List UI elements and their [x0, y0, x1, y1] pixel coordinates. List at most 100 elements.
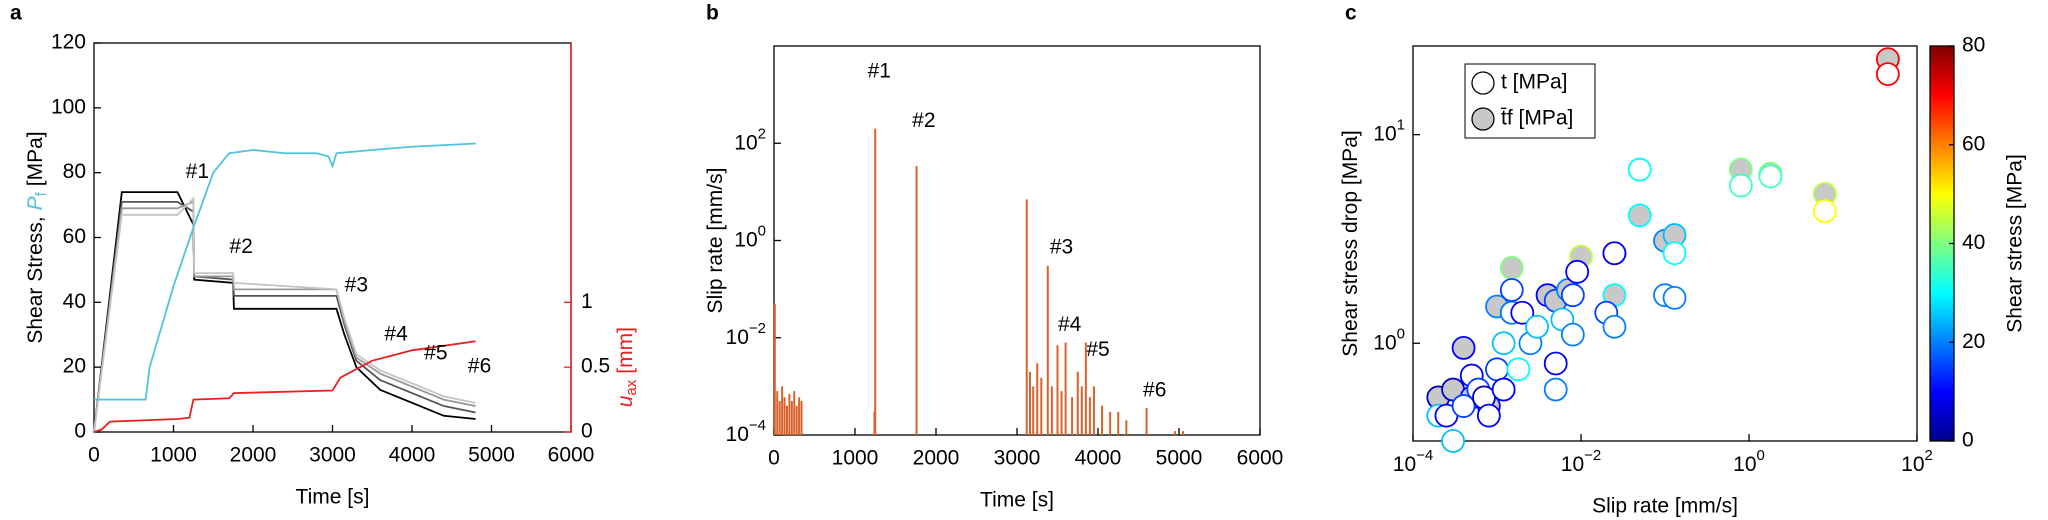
- y2-tick-label: 0: [581, 420, 593, 443]
- y-label-unit: [MPa]: [24, 131, 47, 186]
- annotation: #3: [1050, 236, 1073, 259]
- panel-label: b: [706, 2, 719, 25]
- y-tick-label: 101: [1373, 117, 1405, 146]
- scatter-point: [1543, 351, 1568, 376]
- tick-base: 10: [1733, 453, 1756, 476]
- plot-frame: [93, 42, 572, 433]
- y-tick-label: 100: [1373, 325, 1405, 354]
- y-tick-label: 20: [63, 355, 86, 378]
- annotation: #4: [384, 322, 408, 345]
- x-tick-label: 1000: [150, 444, 197, 467]
- tick-base: 10: [726, 423, 749, 446]
- annotation: #3: [345, 274, 368, 297]
- y-tick-label: 0: [74, 420, 86, 443]
- scatter-point: [1491, 331, 1516, 356]
- legend-label: t [MPa]: [1501, 71, 1568, 94]
- y-tick-label: 100: [51, 95, 86, 118]
- y-axis-label: Shear Stress, Pf [MPa]: [24, 131, 50, 343]
- scatter-point: [1812, 199, 1837, 224]
- tick-power: 1: [1397, 117, 1405, 134]
- annotation: #2: [912, 109, 935, 132]
- scatter-point: [1543, 377, 1568, 402]
- scatter-point: [1758, 164, 1783, 189]
- scatter-point: [1506, 357, 1531, 382]
- plot-frame: [773, 45, 1261, 436]
- tick-base: 10: [1901, 453, 1924, 476]
- series-line: [93, 200, 476, 433]
- y2-label-symbol: u: [614, 395, 637, 407]
- x-axis-label: Time [s]: [980, 489, 1054, 512]
- y-label-text: Slip rate [mm/s]: [704, 168, 727, 314]
- scatter-point: [1560, 283, 1585, 308]
- panel: b0 1000 2000 3000 4000 5000 600010−410−2100102…: [704, 2, 1284, 512]
- scatter-point: [1510, 300, 1535, 325]
- panel: a0 1000 2000 3000 4000 5000 600002040608010012…: [10, 2, 640, 509]
- scatter-point: [1728, 173, 1753, 198]
- scatter-point: [1662, 285, 1687, 310]
- y-label-subscript: f: [33, 191, 50, 196]
- x-tick-label: 0: [88, 444, 100, 467]
- y-tick-label: 120: [51, 31, 86, 54]
- y-tick-label: 40: [63, 290, 86, 313]
- y-tick-label: 10−4: [726, 417, 766, 446]
- x-tick-label: 2000: [230, 444, 277, 467]
- y2-axis-label: uax [mm]: [614, 327, 640, 407]
- x-tick-label: 102: [1901, 447, 1933, 476]
- scatter-point: [1875, 62, 1900, 87]
- y2-tick-label: 0.5: [581, 355, 610, 378]
- scatter-point: [1491, 377, 1516, 402]
- legend-label: t̄f [MPa]: [1501, 107, 1574, 130]
- y-tick-label: 80: [63, 160, 86, 183]
- annotation: #4: [1058, 313, 1082, 336]
- x-tick-label: 1000: [832, 447, 879, 470]
- scatter-point: [1565, 259, 1590, 284]
- tick-base: 10: [1373, 122, 1396, 145]
- scatter-point: [1662, 241, 1687, 266]
- tick-power: 0: [1397, 325, 1405, 342]
- x-tick-label: 0: [768, 447, 780, 470]
- annotation: #6: [1143, 379, 1166, 402]
- colorbar-tick-label: 20: [1962, 330, 1985, 353]
- tick-power: 0: [758, 222, 766, 239]
- tick-power: 2: [1925, 447, 1933, 464]
- tick-power: 2: [758, 125, 766, 142]
- y2-label-subscript: ax: [623, 379, 640, 395]
- x-tick-label: 3000: [309, 444, 356, 467]
- x-tick-label: 10−4: [1393, 447, 1433, 476]
- scatter-point: [1602, 241, 1627, 266]
- x-tick-label: 3000: [994, 447, 1041, 470]
- x-axis-label: Time [s]: [296, 486, 370, 509]
- annotation: #1: [186, 160, 209, 183]
- tick-power: −4: [749, 417, 766, 434]
- panel-label: a: [10, 2, 22, 25]
- tick-base: 10: [1393, 453, 1416, 476]
- scatter-point: [1441, 429, 1465, 453]
- x-tick-label: 100: [1733, 447, 1765, 476]
- annotation: #5: [424, 342, 447, 365]
- y-tick-label: 100: [734, 222, 766, 251]
- tick-power: −2: [749, 320, 766, 337]
- y-tick-label: 102: [734, 125, 766, 154]
- y-tick-label: 60: [63, 225, 86, 248]
- x-tick-label: 4000: [1075, 447, 1122, 470]
- scatter-point: [1627, 157, 1652, 182]
- series-line: [93, 191, 476, 433]
- series-line: [93, 340, 476, 433]
- x-tick-label: 2000: [913, 447, 960, 470]
- tick-power: −2: [1584, 447, 1601, 464]
- scatter-point: [1499, 278, 1524, 302]
- colorbar-tick-label: 80: [1962, 34, 1985, 57]
- tick-base: 10: [734, 131, 757, 154]
- plot-frame: [1412, 45, 1918, 442]
- scatter-point: [1451, 394, 1476, 418]
- tick-base: 10: [734, 228, 757, 251]
- scatter-point: [1560, 322, 1585, 347]
- x-tick-label: 6000: [1237, 447, 1284, 470]
- tick-power: 0: [1757, 447, 1765, 464]
- legend-marker: [1471, 107, 1495, 131]
- x-tick-label: 4000: [389, 444, 436, 467]
- x-tick-label: 5000: [468, 444, 515, 467]
